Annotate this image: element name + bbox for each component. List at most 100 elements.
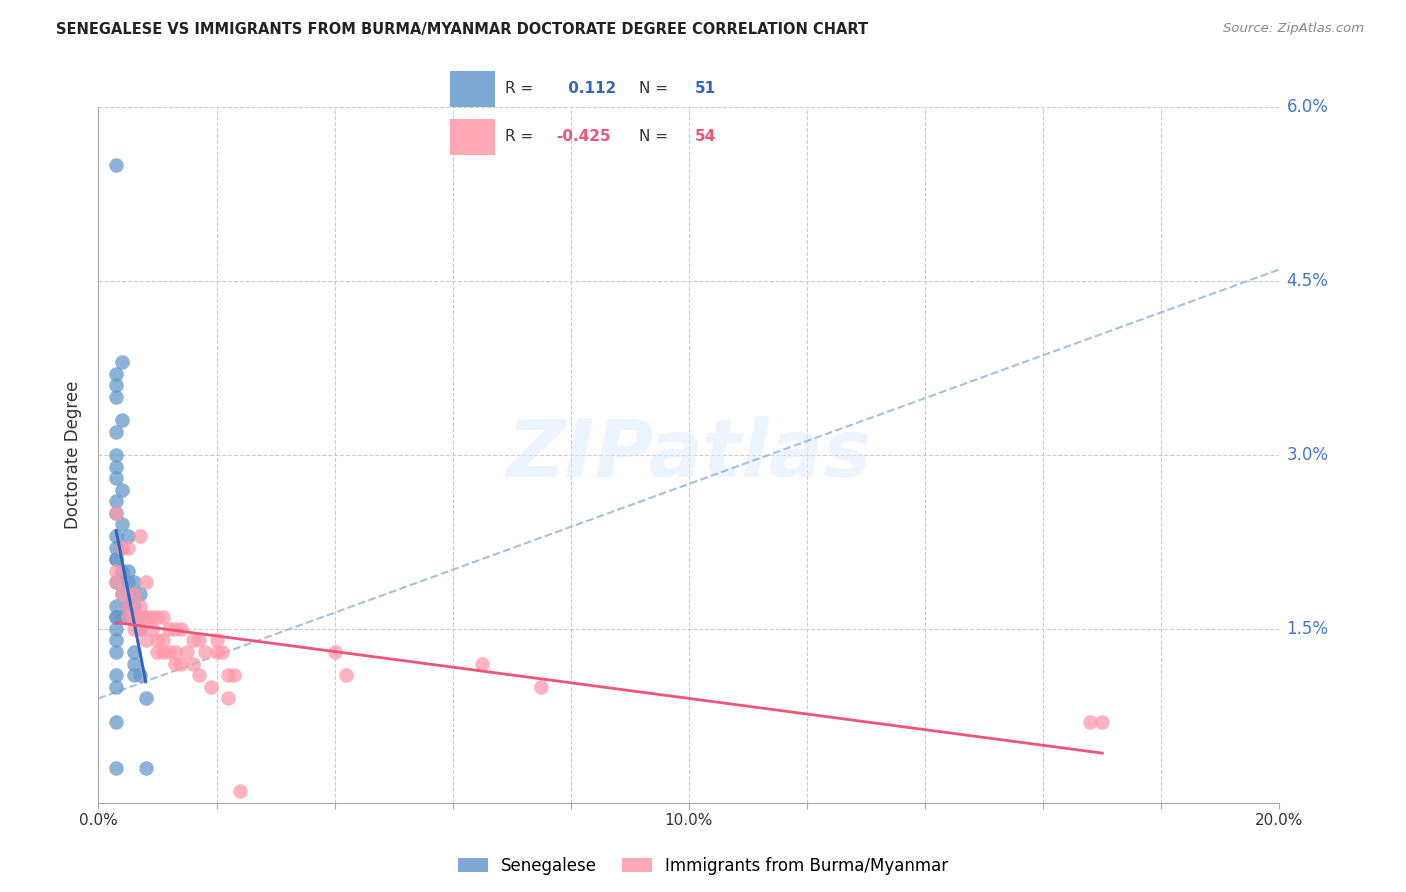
Point: [122, 657, 145, 671]
Point: [105, 564, 128, 578]
Point: [170, 657, 193, 671]
Point: [122, 610, 145, 624]
Point: [146, 645, 169, 659]
Point: [105, 575, 128, 590]
Point: [141, 622, 163, 636]
Text: N =: N =: [640, 80, 668, 95]
Point: [471, 657, 494, 671]
Point: [105, 680, 128, 694]
Point: [117, 599, 139, 613]
Point: [105, 552, 128, 566]
Point: [530, 680, 553, 694]
Point: [135, 633, 157, 648]
Point: [105, 158, 128, 172]
Point: [105, 668, 128, 682]
Point: [111, 483, 134, 497]
Point: [122, 668, 145, 682]
Point: [111, 517, 134, 532]
Point: [117, 564, 139, 578]
Point: [152, 610, 174, 624]
Point: [146, 633, 169, 648]
Point: [187, 633, 209, 648]
Point: [105, 610, 128, 624]
Point: [122, 610, 145, 624]
Point: [105, 575, 128, 590]
Text: Source: ZipAtlas.com: Source: ZipAtlas.com: [1223, 22, 1364, 36]
Point: [152, 645, 174, 659]
Point: [122, 622, 145, 636]
Point: [128, 622, 150, 636]
Point: [135, 575, 157, 590]
Point: [128, 587, 150, 601]
Point: [141, 610, 163, 624]
Point: [111, 564, 134, 578]
Point: [229, 784, 252, 798]
Point: [217, 691, 239, 706]
Text: N =: N =: [640, 128, 668, 144]
Point: [105, 552, 128, 566]
Point: [181, 633, 204, 648]
Point: [165, 622, 187, 636]
Text: 0.112: 0.112: [564, 80, 617, 95]
Text: R =: R =: [505, 128, 533, 144]
Point: [165, 657, 187, 671]
Point: [105, 471, 128, 485]
Text: ZIPatlas: ZIPatlas: [506, 416, 872, 494]
Point: [187, 668, 209, 682]
Point: [105, 367, 128, 381]
Point: [200, 680, 222, 694]
Point: [146, 610, 169, 624]
Legend: Senegalese, Immigrants from Burma/Myanmar: Senegalese, Immigrants from Burma/Myanma…: [457, 856, 949, 875]
Point: [176, 645, 198, 659]
Point: [194, 645, 217, 659]
Point: [105, 541, 128, 555]
Point: [128, 529, 150, 543]
Point: [105, 506, 128, 520]
Point: [122, 575, 145, 590]
Text: 3.0%: 3.0%: [1286, 446, 1329, 464]
Point: [122, 645, 145, 659]
Point: [111, 541, 134, 555]
Point: [117, 575, 139, 590]
Point: [105, 494, 128, 508]
Point: [111, 587, 134, 601]
Point: [205, 633, 228, 648]
Text: 54: 54: [695, 128, 716, 144]
Point: [105, 529, 128, 543]
Point: [117, 610, 139, 624]
Point: [157, 622, 180, 636]
Point: [181, 657, 204, 671]
Point: [105, 378, 128, 392]
Point: [105, 714, 128, 729]
Point: [111, 610, 134, 624]
Bar: [450, 70, 495, 106]
Point: [117, 599, 139, 613]
Point: [122, 599, 145, 613]
Point: [170, 622, 193, 636]
Point: [105, 506, 128, 520]
Point: [122, 587, 145, 601]
Point: [211, 645, 233, 659]
Point: [217, 668, 239, 682]
Point: [117, 541, 139, 555]
Point: [105, 610, 128, 624]
Point: [128, 610, 150, 624]
Point: [165, 645, 187, 659]
Point: [105, 390, 128, 404]
Point: [224, 668, 246, 682]
Point: [105, 633, 128, 648]
Point: [128, 668, 150, 682]
Point: [117, 610, 139, 624]
Point: [105, 459, 128, 474]
Point: [128, 599, 150, 613]
Bar: [450, 119, 495, 155]
Point: [105, 448, 128, 462]
Text: R =: R =: [505, 80, 533, 95]
Y-axis label: Doctorate Degree: Doctorate Degree: [65, 381, 83, 529]
Point: [335, 668, 357, 682]
Point: [105, 622, 128, 636]
Point: [128, 622, 150, 636]
Point: [105, 599, 128, 613]
Point: [111, 587, 134, 601]
Point: [157, 645, 180, 659]
